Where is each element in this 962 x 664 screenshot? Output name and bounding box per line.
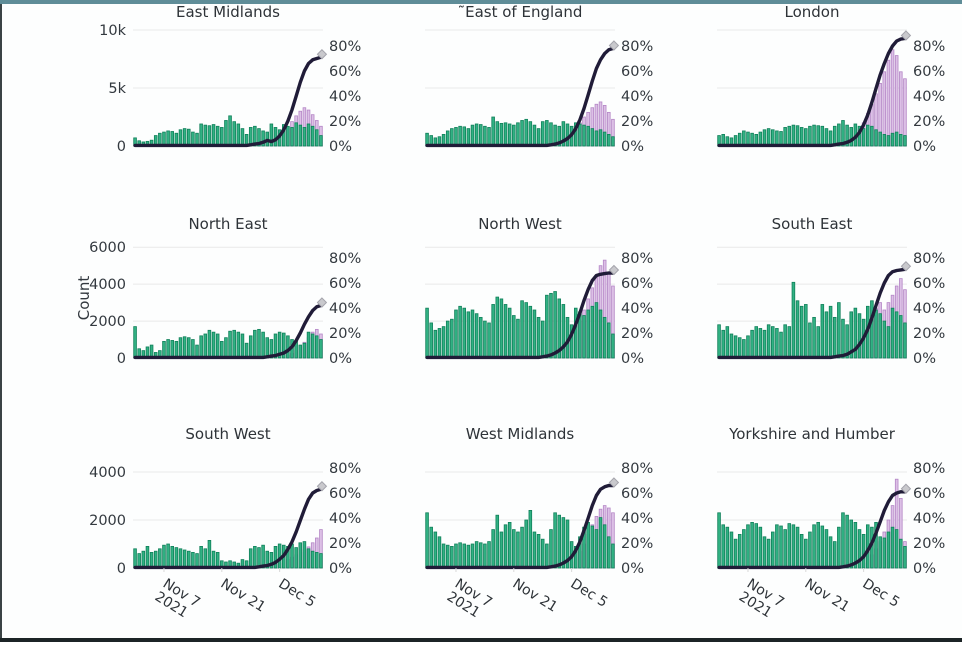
left-border: [0, 4, 2, 642]
chart-canvas: 0 2000 4000 6000 0% 20% 40% 60% 80% Count: [75, 234, 368, 428]
svg-text:20%: 20%: [329, 114, 361, 130]
svg-text:40%: 40%: [621, 89, 653, 105]
svg-text:20%: 20%: [621, 536, 653, 552]
svg-text:Count: Count: [76, 276, 93, 321]
svg-text:6000: 6000: [89, 240, 126, 256]
svg-text:4000: 4000: [89, 465, 126, 481]
chart-north-west: North West 0% 20% 40% 60% 80%: [368, 214, 660, 424]
chart-title: South East: [771, 215, 853, 233]
chart-title: Yorkshire and Humber: [729, 425, 895, 443]
svg-text:60%: 60%: [329, 276, 361, 292]
chart-title: London: [784, 3, 840, 21]
chart-title: North East: [188, 215, 268, 233]
svg-text:Nov 21: Nov 21: [802, 576, 853, 616]
chart-canvas: 0% 20% 40% 60% 80%: [368, 22, 660, 216]
chart-canvas: 0% 20% 40% 60% 80%: [660, 22, 952, 216]
chart-london: London 0% 20% 40% 60% 80%: [660, 2, 952, 214]
svg-text:80%: 80%: [621, 461, 653, 477]
charts-grid: East Midlands 0 5k 10k 0% 20% 40% 60% 80% ˜East…: [75, 2, 952, 664]
svg-text:40%: 40%: [913, 511, 945, 527]
svg-text:80%: 80%: [621, 39, 653, 55]
svg-text:0: 0: [117, 351, 126, 367]
svg-text:40%: 40%: [913, 301, 945, 317]
svg-text:40%: 40%: [913, 89, 945, 105]
chart-title: South West: [185, 425, 271, 443]
svg-text:80%: 80%: [621, 251, 653, 267]
chart-canvas: 0% 20% 40% 60% 80% Nov 7 2021 Nov 21 Dec 5: [660, 444, 952, 664]
svg-text:0: 0: [117, 561, 126, 577]
chart-title: East Midlands: [176, 3, 280, 21]
svg-text:0: 0: [117, 139, 126, 155]
svg-text:Nov 21: Nov 21: [218, 576, 269, 616]
chart-canvas: 0% 20% 40% 60% 80% Nov 7 2021 Nov 21 Dec 5: [368, 444, 660, 664]
svg-text:0%: 0%: [913, 561, 936, 577]
chart-canvas: 0% 20% 40% 60% 80%: [660, 234, 952, 428]
chart-canvas: 0 5k 10k 0% 20% 40% 60% 80%: [76, 22, 368, 216]
svg-text:60%: 60%: [913, 276, 945, 292]
svg-text:20%: 20%: [329, 326, 361, 342]
svg-text:80%: 80%: [913, 39, 945, 55]
svg-text:20%: 20%: [913, 326, 945, 342]
svg-text:40%: 40%: [329, 89, 361, 105]
chart-yorkshire-and-humber: Yorkshire and Humber 0% 20% 40% 60% 80% Nov 7…: [660, 424, 952, 664]
svg-text:Nov 21: Nov 21: [510, 576, 561, 616]
svg-text:20%: 20%: [329, 536, 361, 552]
svg-text:40%: 40%: [329, 301, 361, 317]
svg-text:0%: 0%: [329, 561, 352, 577]
chart-south-east: South East 0% 20% 40% 60% 80%: [660, 214, 952, 424]
chart-north-east: North East 0 2000 4000 6000 0% 20% 40% 60% 80% Co…: [75, 214, 368, 424]
svg-text:20%: 20%: [913, 114, 945, 130]
bottom-border: [0, 638, 962, 642]
svg-text:2000: 2000: [89, 314, 126, 330]
svg-text:60%: 60%: [329, 64, 361, 80]
chart-west-midlands: West Midlands 0% 20% 40% 60% 80% Nov 7 2021 Nov…: [368, 424, 660, 664]
svg-text:80%: 80%: [913, 251, 945, 267]
chart-title: ˜East of England: [457, 3, 583, 21]
svg-text:20%: 20%: [621, 114, 653, 130]
svg-text:0%: 0%: [621, 561, 644, 577]
chart-title: North West: [478, 215, 562, 233]
chart-canvas: 0 2000 4000 0% 20% 40% 60% 80% Nov 7 2021 Nov 21 De…: [76, 444, 368, 664]
svg-text:20%: 20%: [913, 536, 945, 552]
svg-text:80%: 80%: [329, 251, 361, 267]
svg-text:5k: 5k: [108, 81, 126, 97]
svg-text:40%: 40%: [329, 511, 361, 527]
chart-canvas: 0% 20% 40% 60% 80%: [368, 234, 660, 428]
svg-text:60%: 60%: [621, 486, 653, 502]
top-border: [0, 0, 962, 4]
svg-text:0%: 0%: [621, 139, 644, 155]
svg-text:0%: 0%: [329, 139, 352, 155]
svg-text:2000: 2000: [89, 513, 126, 529]
svg-text:Dec 5: Dec 5: [860, 576, 903, 611]
chart-east-of-england: ˜East of England 0% 20% 40% 60% 80%: [368, 2, 660, 214]
chart-east-midlands: East Midlands 0 5k 10k 0% 20% 40% 60% 80%: [76, 2, 368, 214]
svg-text:20%: 20%: [621, 326, 653, 342]
svg-text:40%: 40%: [621, 511, 653, 527]
svg-text:80%: 80%: [329, 461, 361, 477]
svg-text:4000: 4000: [89, 277, 126, 293]
svg-text:Dec 5: Dec 5: [276, 576, 319, 611]
svg-text:60%: 60%: [329, 486, 361, 502]
svg-text:80%: 80%: [329, 39, 361, 55]
svg-text:60%: 60%: [621, 64, 653, 80]
svg-text:0%: 0%: [913, 351, 936, 367]
page: East Midlands 0 5k 10k 0% 20% 40% 60% 80% ˜East…: [0, 0, 962, 642]
svg-text:0%: 0%: [329, 351, 352, 367]
chart-title: West Midlands: [465, 425, 575, 443]
svg-text:60%: 60%: [621, 276, 653, 292]
svg-text:0%: 0%: [621, 351, 644, 367]
svg-text:60%: 60%: [913, 64, 945, 80]
svg-text:80%: 80%: [913, 461, 945, 477]
svg-text:Dec 5: Dec 5: [568, 576, 611, 611]
svg-text:40%: 40%: [621, 301, 653, 317]
svg-text:0%: 0%: [913, 139, 936, 155]
svg-text:60%: 60%: [913, 486, 945, 502]
svg-text:10k: 10k: [99, 23, 126, 39]
